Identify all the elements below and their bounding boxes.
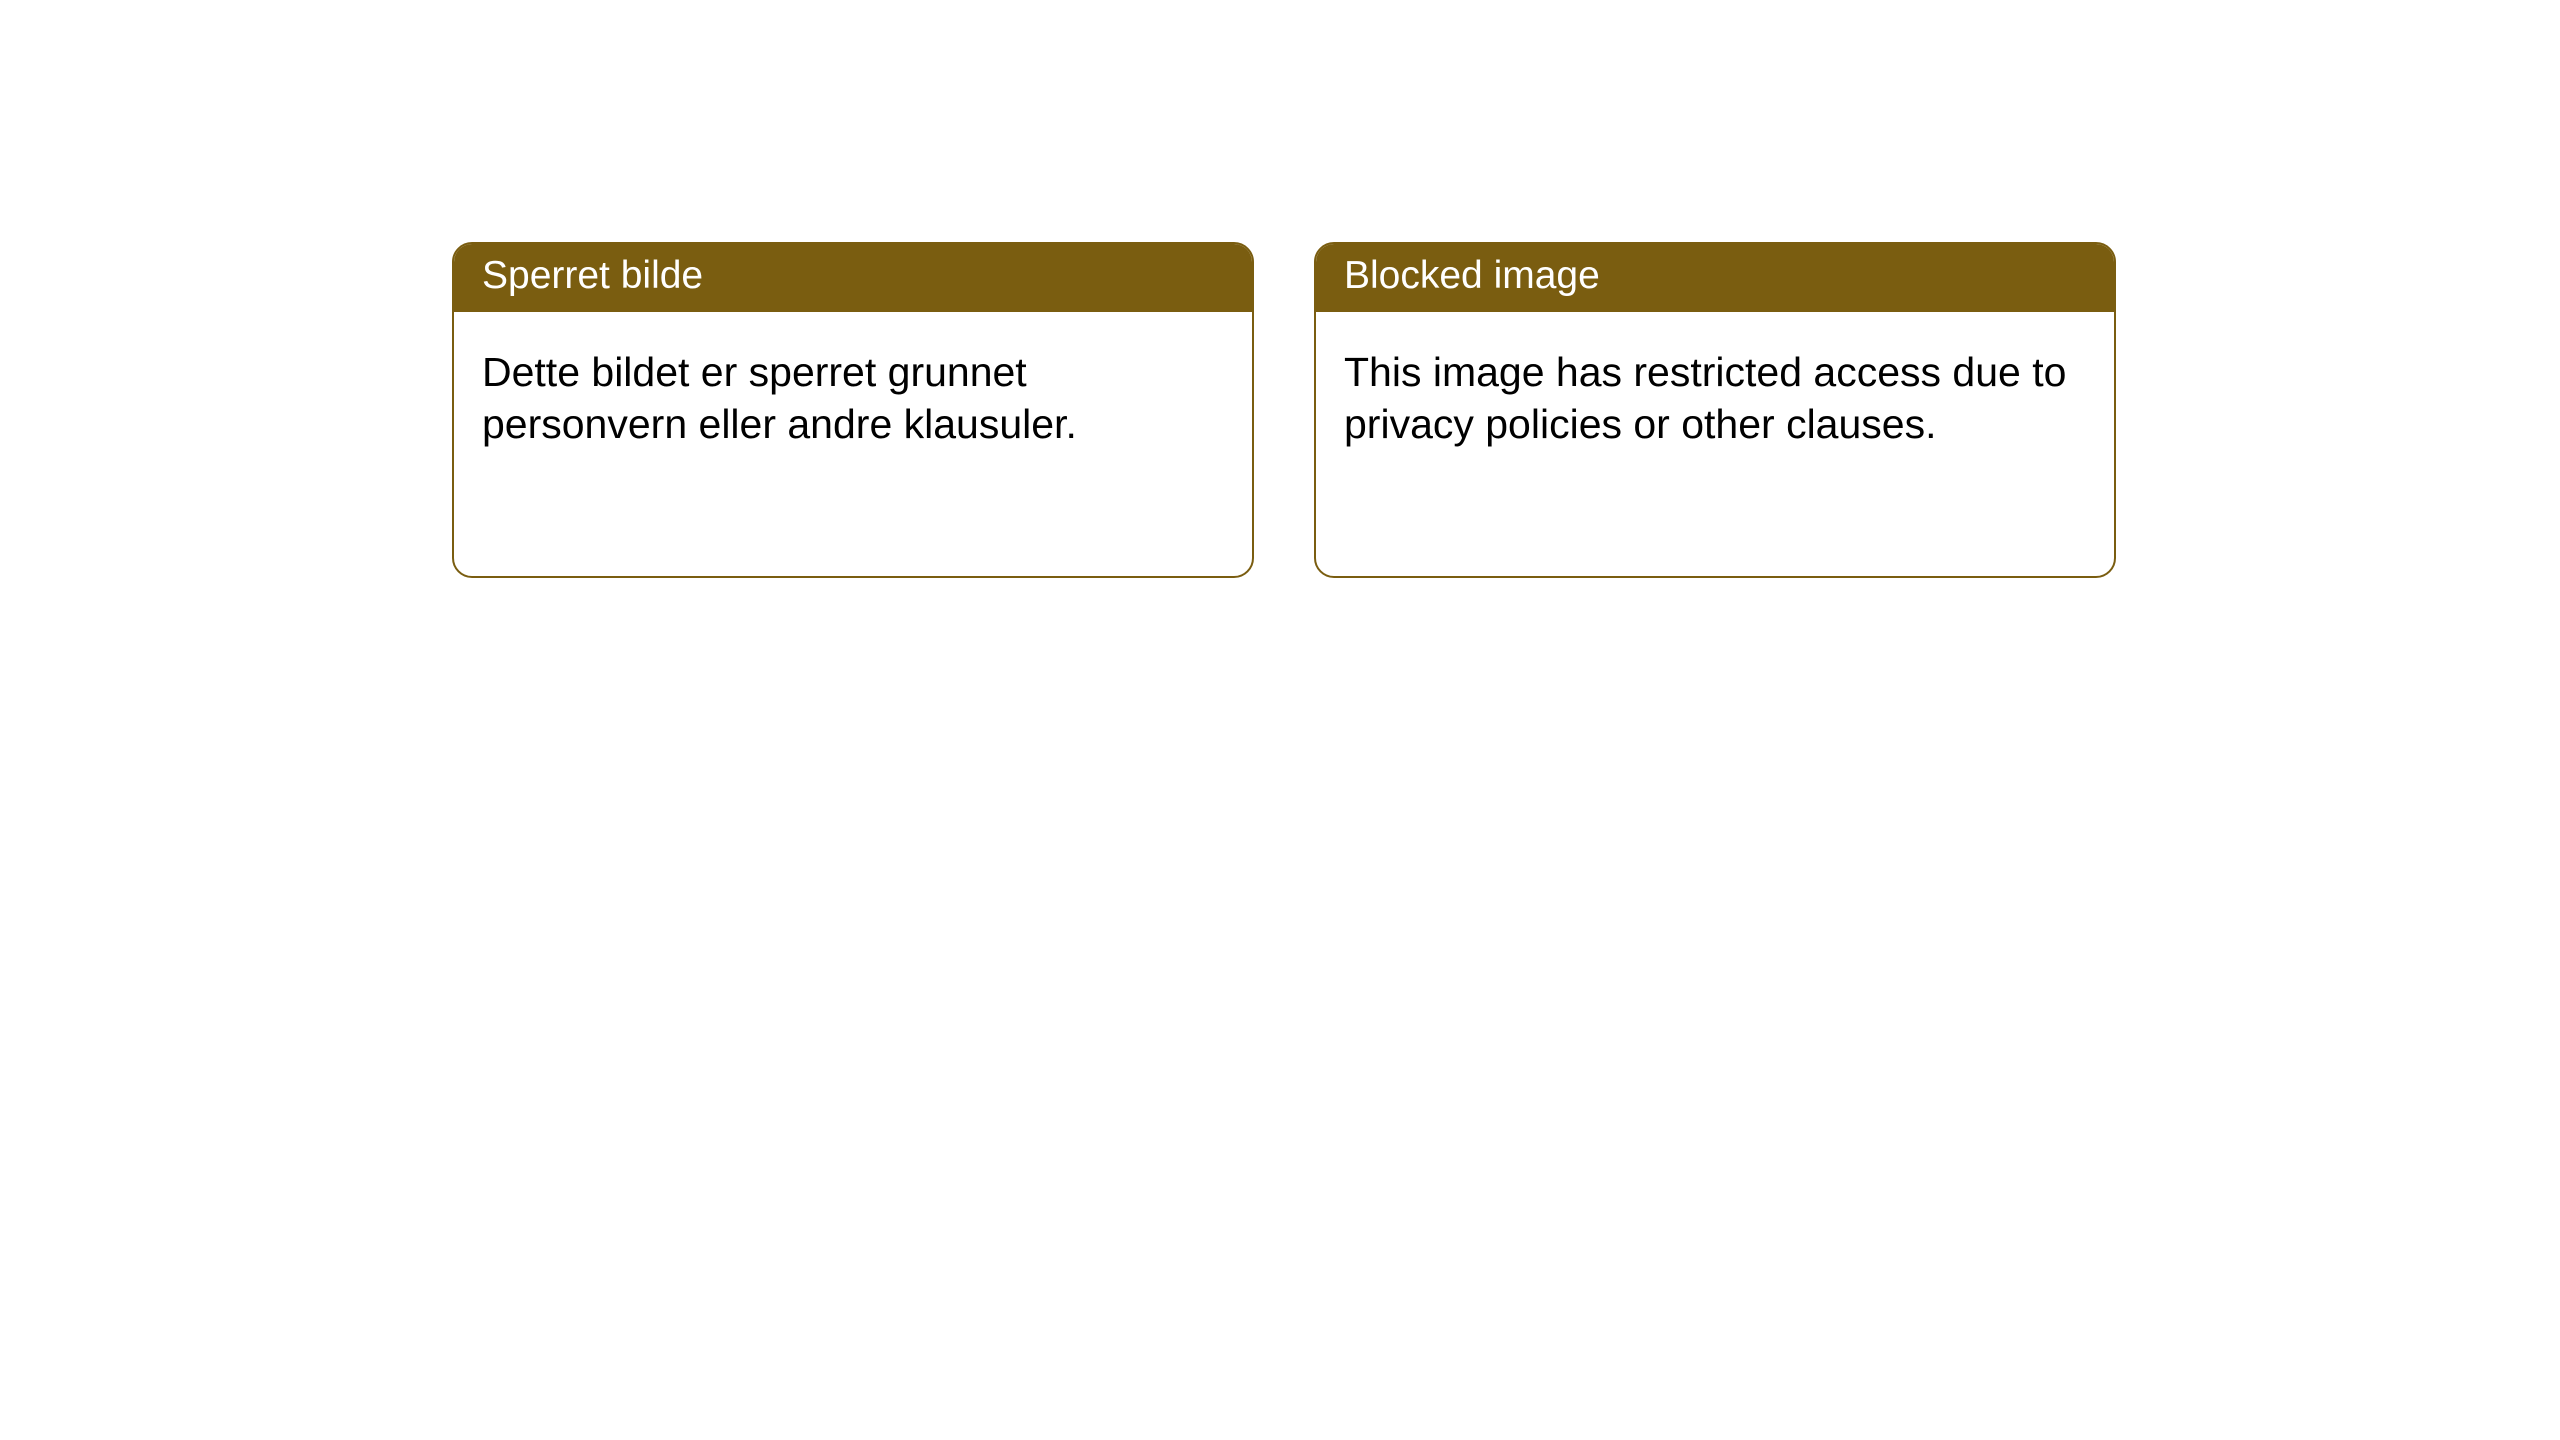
blocked-image-card-en: Blocked image This image has restricted … (1314, 242, 2116, 578)
card-body-no: Dette bildet er sperret grunnet personve… (454, 312, 1252, 485)
blocked-image-card-no: Sperret bilde Dette bildet er sperret gr… (452, 242, 1254, 578)
card-header-en: Blocked image (1316, 244, 2114, 312)
card-body-en: This image has restricted access due to … (1316, 312, 2114, 485)
notice-container: Sperret bilde Dette bildet er sperret gr… (0, 0, 2560, 578)
card-header-no: Sperret bilde (454, 244, 1252, 312)
